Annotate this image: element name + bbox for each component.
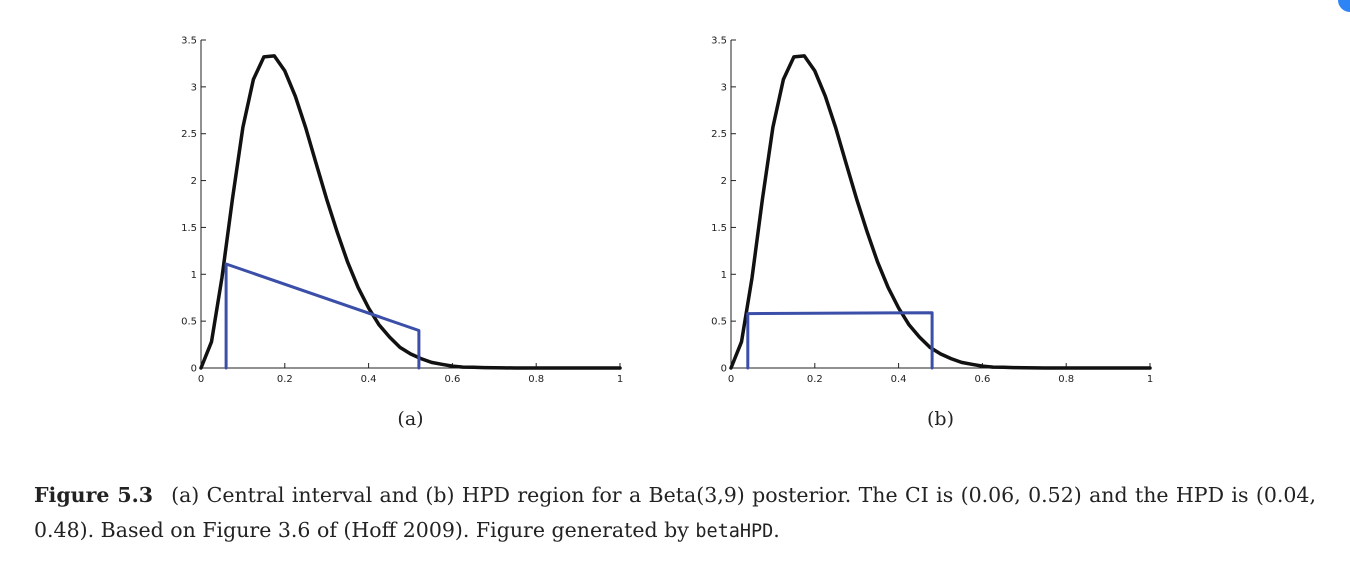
panel-b-y-tick-label: 1.5 — [711, 223, 727, 234]
panel-a-y-tick-label: 1.5 — [181, 223, 197, 234]
panel-a-label: (a) — [397, 408, 423, 430]
panel-b-label: (b) — [927, 408, 954, 430]
panel-a-y-tick-label: 3.5 — [181, 36, 197, 47]
caption-code: betaHPD — [695, 521, 774, 542]
panel-a-x-tick-label: 1 — [617, 374, 623, 385]
panel-a-y-tick-label: 0 — [191, 364, 197, 375]
panel-a-x-tick-label: 0.2 — [277, 374, 293, 385]
panel-a-y-tick-label: 2.5 — [181, 129, 197, 140]
panel-b-x-tick-label: 0.8 — [1058, 374, 1074, 385]
panel-a-x-tick-label: 0.4 — [361, 374, 377, 385]
panel-b-x-tick-label: 1 — [1147, 374, 1153, 385]
panel-a-x-tick-label: 0.8 — [528, 374, 544, 385]
panel-b-y-tick-label: 0.5 — [711, 317, 727, 328]
panel-b-y-tick-label: 1 — [721, 270, 727, 281]
panel-a-y-tick-label: 3 — [191, 82, 197, 93]
caption-end: . — [773, 518, 780, 542]
figure-caption: Figure 5.3 (a) Central interval and (b) H… — [34, 478, 1316, 549]
panel-a-density-curve — [199, 54, 622, 370]
panel-b-y-tick-label: 3 — [721, 82, 727, 93]
panel-a-x-tick-label: 0 — [198, 374, 204, 385]
panel-b-x-tick-label: 0.4 — [891, 374, 907, 385]
panel-b-y-tick-label: 0 — [721, 364, 727, 375]
panel-a-x-tick-label: 0.6 — [444, 374, 460, 385]
panel-b-y-tick-label: 2 — [721, 176, 727, 187]
figure-panels: 0 0.5 1 1.5 2 2.5 3 3.5 0 0.2 0.4 0.6 0.8 1 (a) 0 0.5 1 1.… — [181, 36, 1153, 431]
panel-b-y-tick-label: 3.5 — [711, 36, 727, 47]
panel-b-y-tick-label: 2.5 — [711, 129, 727, 140]
panel-a-y-tick-label: 1 — [191, 270, 197, 281]
panel-b-x-tick-label: 0 — [728, 374, 734, 385]
panel-b-density-curve — [729, 54, 1152, 370]
panel-b-interval-line — [746, 311, 934, 370]
panel-a-y-tick-label: 2 — [191, 176, 197, 187]
panel-a-y-tick-label: 0.5 — [181, 317, 197, 328]
panel-b-x-tick-label: 0.2 — [807, 374, 823, 385]
panel-b-x-tick-label: 0.6 — [974, 374, 990, 385]
figure-label: Figure 5.3 — [34, 483, 154, 507]
caption-text: (a) Central interval and (b) HPD region … — [34, 483, 1316, 542]
panel-a-interval-line — [224, 262, 421, 370]
